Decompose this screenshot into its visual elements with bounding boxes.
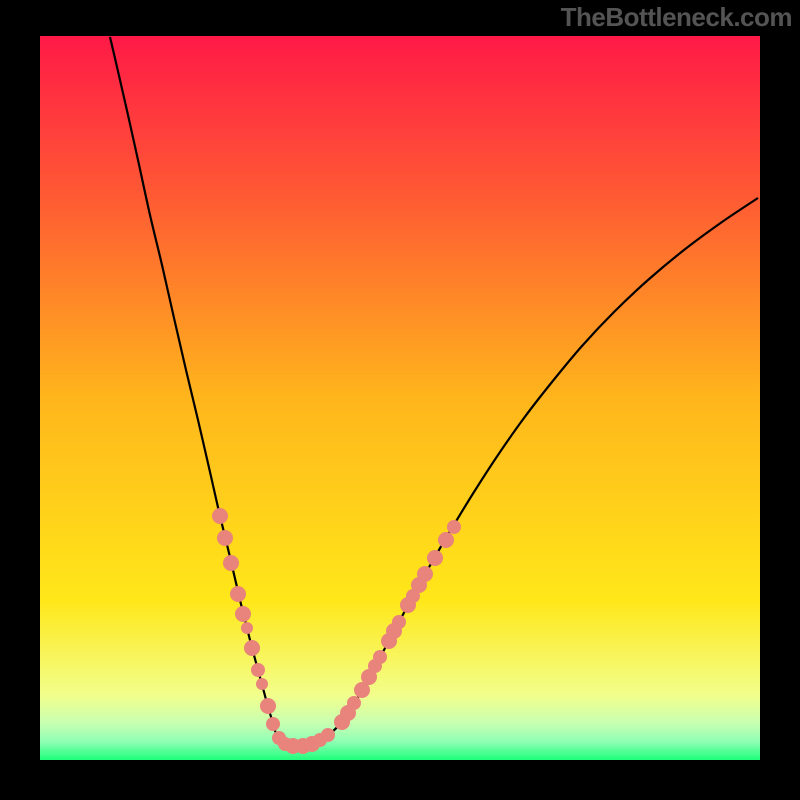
watermark-label: TheBottleneck.com	[561, 2, 792, 33]
plot-gradient-area	[40, 36, 760, 760]
chart-container: TheBottleneck.com	[0, 0, 800, 800]
